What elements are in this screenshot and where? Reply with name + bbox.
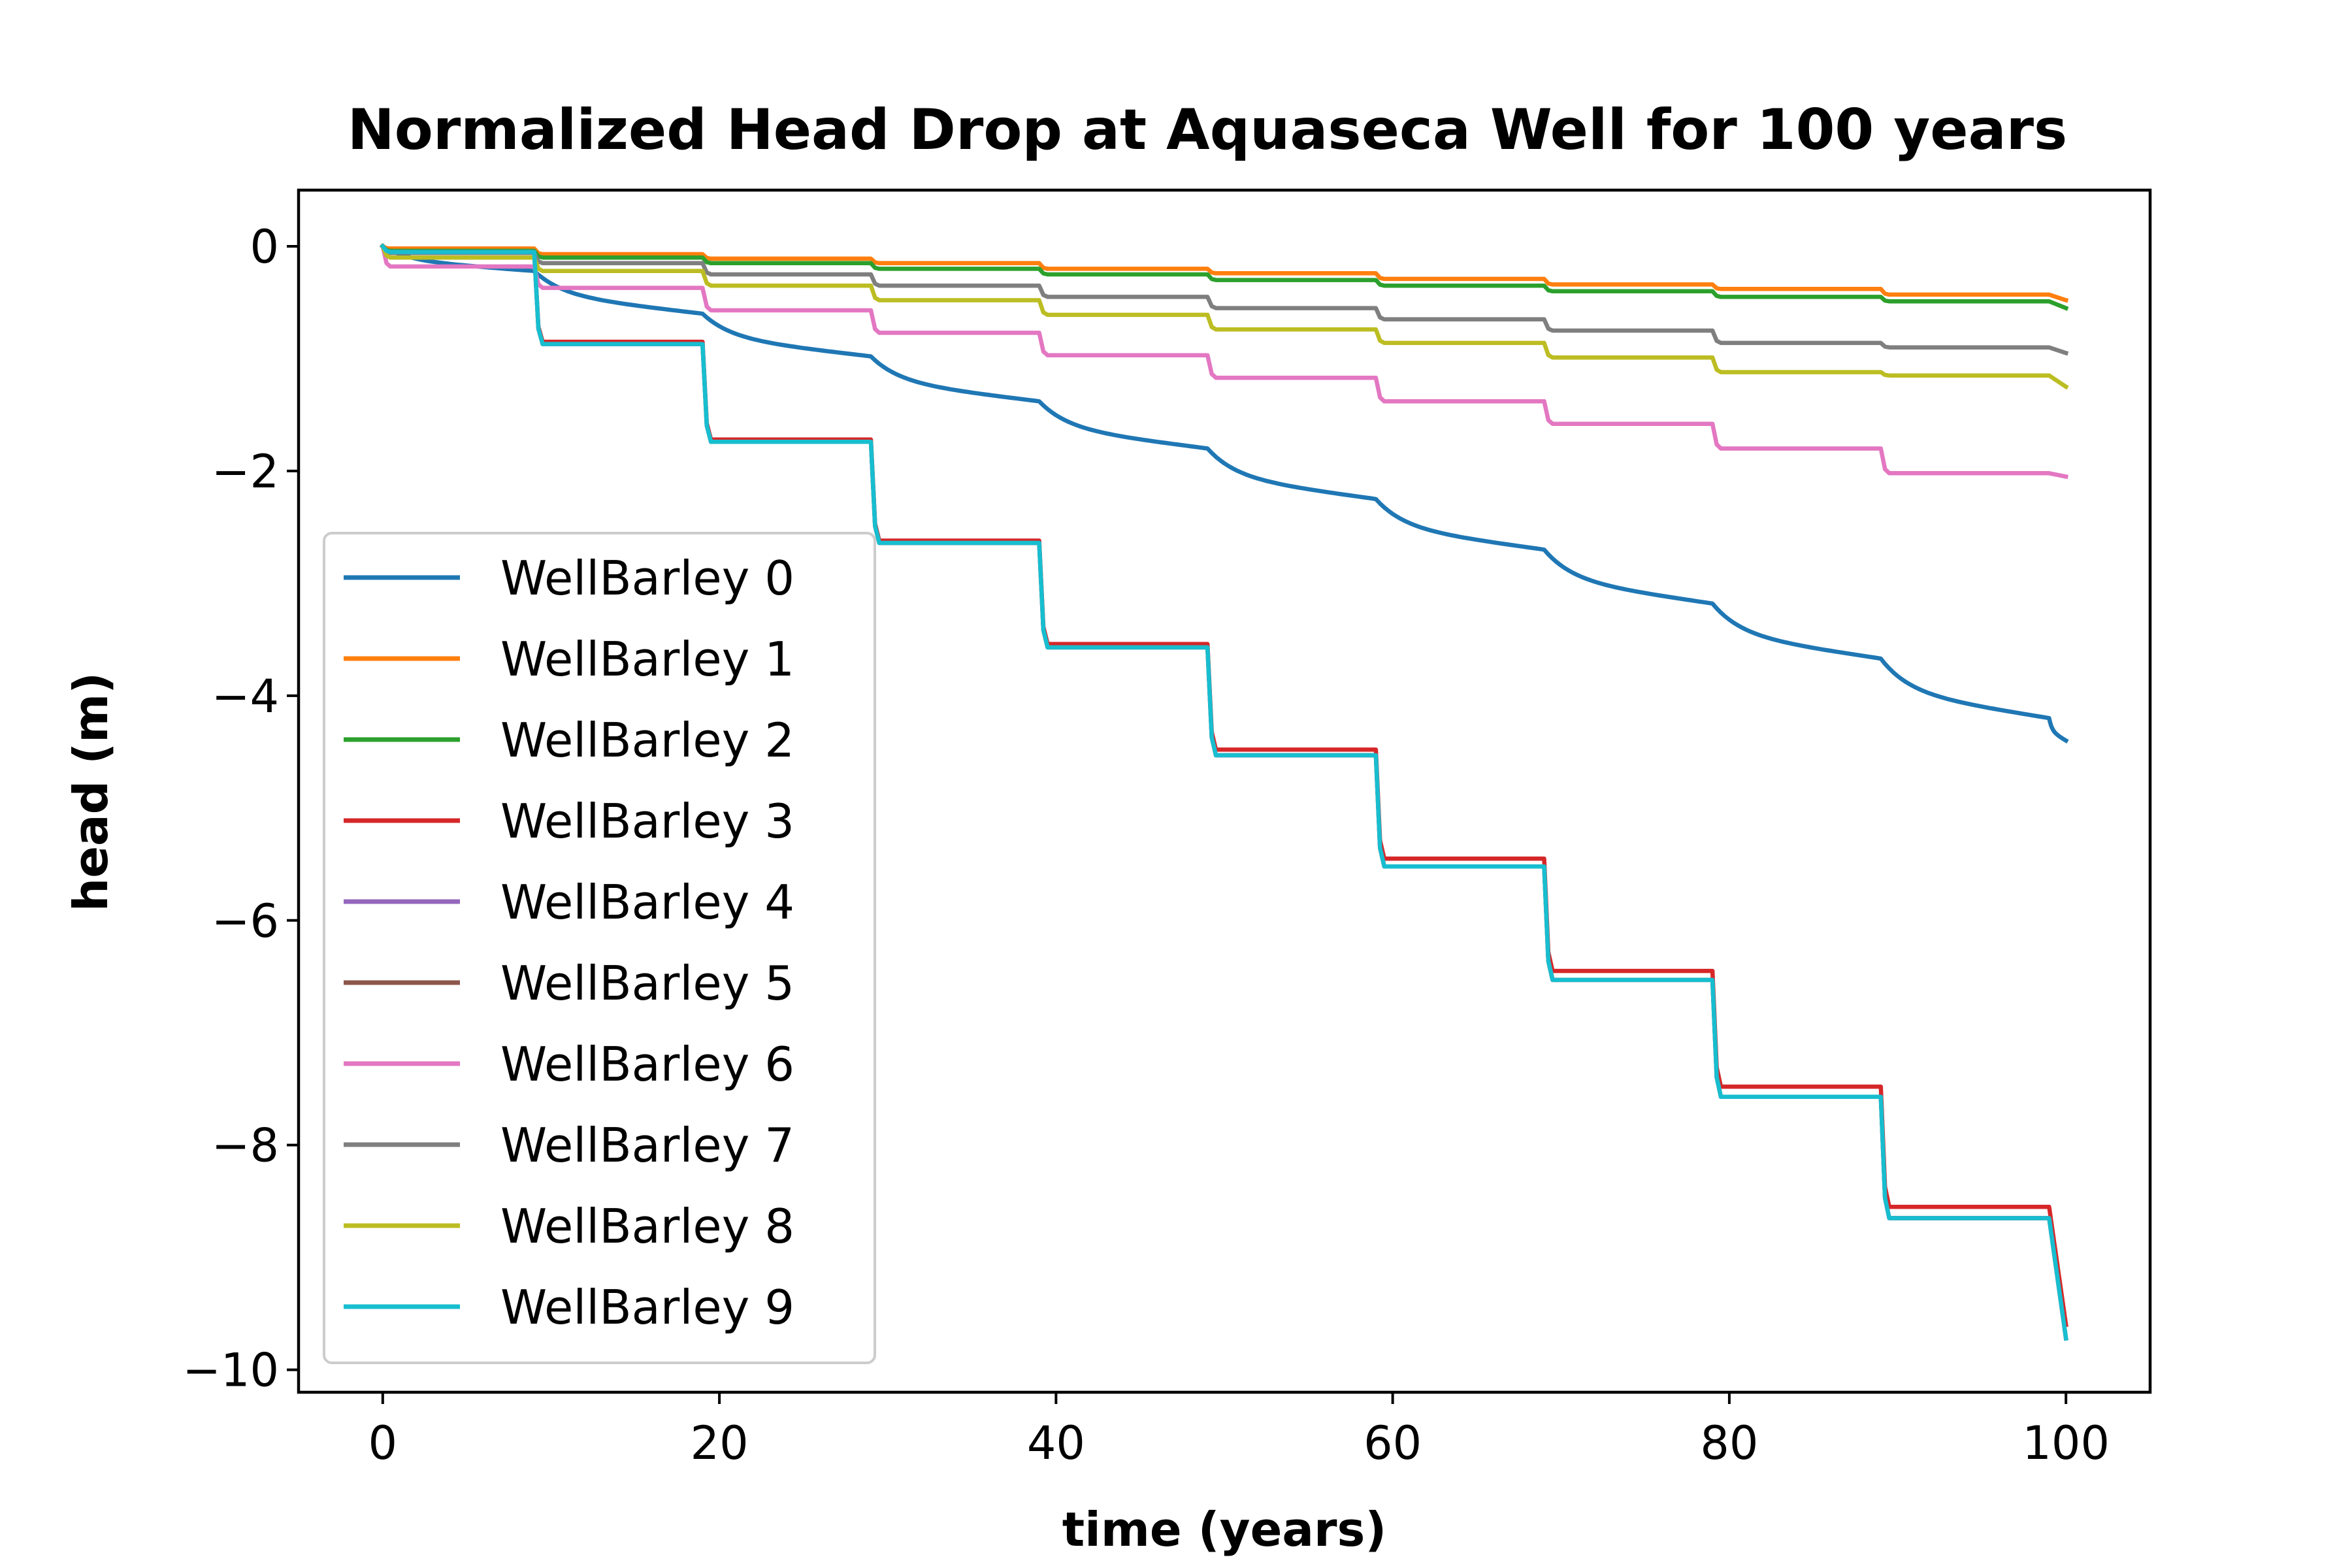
legend-label-4: WellBarley 4 bbox=[500, 875, 794, 930]
chart-title: Normalized Head Drop at Aquaseca Well fo… bbox=[348, 97, 2067, 163]
x-tick-label: 60 bbox=[1364, 1416, 1422, 1470]
legend-label-6: WellBarley 6 bbox=[500, 1037, 794, 1092]
x-tick-label: 0 bbox=[368, 1416, 398, 1470]
series-line-1 bbox=[380, 243, 2069, 303]
x-tick-label: 80 bbox=[1700, 1416, 1758, 1470]
series-line-9 bbox=[380, 243, 2068, 1341]
y-tick-label: −10 bbox=[182, 1344, 279, 1397]
series-line-0 bbox=[380, 243, 2069, 744]
series-line-6 bbox=[380, 244, 2068, 480]
legend-label-0: WellBarley 0 bbox=[500, 551, 794, 606]
legend: WellBarley 0 WellBarley 1 WellBarley 2 Well… bbox=[323, 532, 876, 1364]
legend-label-3: WellBarley 3 bbox=[500, 794, 794, 849]
legend-label-5: WellBarley 5 bbox=[500, 956, 794, 1011]
y-tick-label: −6 bbox=[212, 894, 279, 948]
plot-frame bbox=[297, 188, 2152, 1394]
y-axis-label: head (m) bbox=[63, 672, 118, 911]
y-tick-label: 0 bbox=[250, 220, 279, 274]
x-axis-label: time (years) bbox=[1062, 1502, 1387, 1557]
legend-label-8: WellBarley 8 bbox=[500, 1199, 794, 1254]
legend-label-9: WellBarley 9 bbox=[500, 1280, 794, 1335]
legend-label-7: WellBarley 7 bbox=[500, 1118, 794, 1173]
series-line-8 bbox=[380, 243, 2069, 390]
series-line-2 bbox=[380, 243, 2069, 311]
series-line-3 bbox=[380, 243, 2068, 1328]
y-axis-ticks: 0 −2 −4 −6 −8 −10 bbox=[182, 220, 299, 1397]
x-tick-label: 20 bbox=[691, 1416, 749, 1470]
y-tick-label: −4 bbox=[212, 670, 279, 723]
legend-box bbox=[323, 532, 876, 1364]
x-tick-label: 40 bbox=[1027, 1416, 1085, 1470]
plot-lines bbox=[380, 243, 2069, 1341]
x-axis-ticks: 0 20 40 60 80 100 bbox=[368, 1392, 2110, 1470]
y-tick-label: −2 bbox=[212, 445, 279, 498]
y-tick-label: −8 bbox=[212, 1119, 279, 1173]
legend-label-2: WellBarley 2 bbox=[500, 713, 794, 768]
series-line-7 bbox=[380, 243, 2069, 356]
x-tick-label: 100 bbox=[2022, 1416, 2110, 1470]
legend-label-1: WellBarley 1 bbox=[500, 632, 794, 687]
